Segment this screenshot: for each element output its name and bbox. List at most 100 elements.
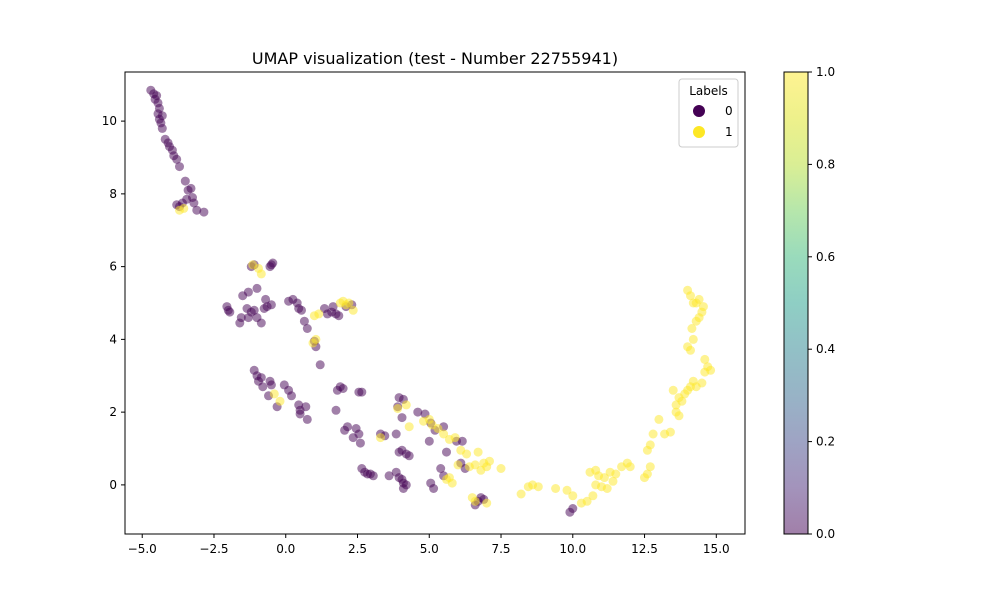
point-label-1 <box>700 354 710 364</box>
point-label-0 <box>249 305 259 315</box>
point-label-1 <box>447 478 457 488</box>
point-label-0 <box>302 414 312 424</box>
point-label-0 <box>338 384 348 393</box>
point-label-1 <box>404 422 414 432</box>
point-label-1 <box>516 489 526 499</box>
y-tick-label: 2 <box>109 405 117 419</box>
point-label-0 <box>424 436 434 446</box>
point-label-0 <box>299 316 309 326</box>
point-label-1 <box>470 460 480 470</box>
colorbar-tick-label: 0.2 <box>816 435 835 449</box>
point-label-1 <box>551 484 561 493</box>
point-label-0 <box>568 504 578 513</box>
point-label-1 <box>674 411 684 421</box>
point-label-0 <box>398 484 408 493</box>
legend-label-1: 1 <box>725 125 733 139</box>
legend-title: Labels <box>689 84 728 98</box>
point-label-0 <box>252 283 262 293</box>
point-label-0 <box>391 429 401 439</box>
point-label-1 <box>562 485 572 495</box>
point-label-1 <box>401 400 411 410</box>
point-label-1 <box>314 309 324 319</box>
point-label-0 <box>172 154 182 164</box>
point-label-0 <box>429 484 439 493</box>
point-label-1 <box>496 464 506 473</box>
point-label-1 <box>687 324 697 333</box>
point-label-0 <box>357 387 367 397</box>
point-label-0 <box>315 360 325 370</box>
point-label-1 <box>645 440 655 450</box>
point-label-1 <box>470 496 480 506</box>
point-label-1 <box>597 482 606 492</box>
point-label-0 <box>157 111 167 121</box>
point-label-0 <box>189 198 199 208</box>
points-layer <box>146 85 716 517</box>
point-label-1 <box>269 389 279 399</box>
x-tick-label: 7.5 <box>491 542 510 556</box>
point-label-1 <box>642 469 652 479</box>
point-label-1 <box>599 473 609 483</box>
point-label-1 <box>688 334 698 344</box>
point-label-1 <box>450 433 460 443</box>
point-label-0 <box>225 307 235 317</box>
point-label-1 <box>645 462 655 472</box>
point-label-0 <box>442 447 451 457</box>
y-tick-label: 10 <box>102 114 117 128</box>
point-label-0 <box>297 305 306 315</box>
point-label-1 <box>608 476 618 486</box>
point-label-1 <box>568 491 578 501</box>
point-label-0 <box>261 294 271 304</box>
point-label-1 <box>671 400 681 410</box>
y-tick-label: 8 <box>109 187 117 201</box>
point-label-0 <box>397 413 407 423</box>
point-label-1 <box>453 460 463 470</box>
point-label-1 <box>706 365 716 375</box>
point-label-0 <box>199 207 209 217</box>
x-axis: −5.0 −2.5 0.0 2.5 5.0 7.5 10.0 12.5 15.0 <box>128 534 730 556</box>
point-label-0 <box>404 451 414 461</box>
x-tick-label: 15.0 <box>703 542 730 556</box>
colorbar-frame <box>783 71 809 535</box>
point-label-0 <box>175 162 184 172</box>
x-tick-label: 0.0 <box>276 542 295 556</box>
point-label-1 <box>256 269 266 279</box>
x-tick-label: 5.0 <box>420 542 439 556</box>
point-label-1 <box>697 378 707 388</box>
point-label-1 <box>588 491 598 501</box>
point-label-1 <box>533 482 543 492</box>
point-label-0 <box>331 405 341 415</box>
x-tick-label: 12.5 <box>631 542 658 556</box>
point-label-1 <box>698 302 708 312</box>
legend-marker-1 <box>693 126 705 138</box>
point-label-1 <box>179 203 189 213</box>
point-label-0 <box>287 391 296 401</box>
x-tick-label: 2.5 <box>348 542 367 556</box>
point-label-0 <box>152 91 162 101</box>
point-label-0 <box>457 436 467 446</box>
point-label-1 <box>275 396 285 406</box>
legend-marker-0 <box>693 105 705 117</box>
point-label-0 <box>186 183 196 193</box>
point-label-0 <box>157 123 167 133</box>
colorbar-ticks: 0.0 0.2 0.4 0.6 0.8 1.0 <box>808 65 835 541</box>
x-tick-label: 10.0 <box>559 542 586 556</box>
point-label-1 <box>582 496 592 506</box>
point-label-1 <box>462 449 472 459</box>
point-label-1 <box>654 414 664 424</box>
point-label-1 <box>665 427 675 437</box>
colorbar-tick-label: 0.6 <box>816 250 835 264</box>
point-label-0 <box>295 409 305 419</box>
colorbar-tick-label: 0.8 <box>816 157 835 171</box>
y-tick-label: 6 <box>109 260 117 274</box>
point-label-0 <box>334 311 344 321</box>
point-label-1 <box>648 429 658 439</box>
point-label-0 <box>243 287 253 297</box>
chart-title: UMAP visualization (test - Number 227559… <box>252 49 618 68</box>
y-tick-label: 0 <box>109 478 117 492</box>
x-tick-label: −2.5 <box>199 542 228 556</box>
point-label-0 <box>368 471 378 481</box>
point-label-0 <box>256 373 266 383</box>
point-label-1 <box>308 338 318 348</box>
point-label-0 <box>436 464 446 473</box>
